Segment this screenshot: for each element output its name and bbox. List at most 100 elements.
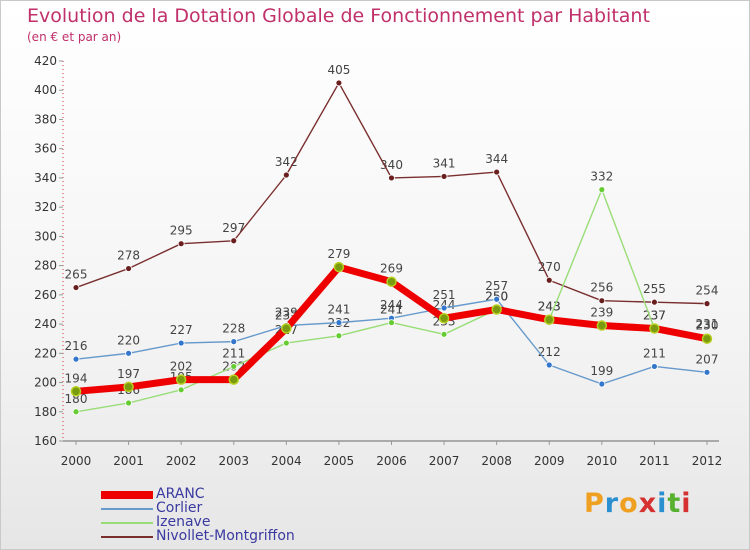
data-value-label: 216 xyxy=(65,339,88,353)
data-value-label: 340 xyxy=(380,158,403,172)
legend-swatch xyxy=(101,522,153,524)
data-point xyxy=(70,386,82,397)
data-value-label: 295 xyxy=(170,224,193,238)
data-value-label: 244 xyxy=(380,298,403,312)
proxiti-logo: Proxiti xyxy=(584,488,692,519)
data-value-label: 278 xyxy=(117,249,140,263)
data-point xyxy=(125,265,132,272)
data-value-label: 256 xyxy=(590,281,613,295)
data-point xyxy=(545,361,553,369)
data-point xyxy=(701,333,713,344)
data-point xyxy=(335,332,343,340)
x-tick-label: 2010 xyxy=(587,454,618,468)
data-value-label: 197 xyxy=(117,367,140,381)
x-tick-label: 2011 xyxy=(639,454,670,468)
data-point xyxy=(72,355,80,363)
y-tick-label: 260 xyxy=(34,288,57,302)
legend-label: Corlier xyxy=(156,500,203,516)
data-value-label: 332 xyxy=(590,170,613,184)
data-point xyxy=(230,338,238,346)
x-tick-label: 2012 xyxy=(692,454,723,468)
x-tick-label: 2008 xyxy=(481,454,512,468)
data-point xyxy=(333,261,345,273)
data-value-label: 230 xyxy=(696,319,719,333)
x-tick-label: 2009 xyxy=(534,454,565,468)
data-point xyxy=(598,380,606,388)
data-value-label: 279 xyxy=(327,247,350,261)
data-value-label: 194 xyxy=(65,371,88,385)
data-point xyxy=(281,323,292,334)
data-value-label: 270 xyxy=(538,260,561,274)
y-tick-label: 280 xyxy=(34,259,57,273)
data-point xyxy=(230,237,238,245)
data-point xyxy=(703,368,711,376)
data-point xyxy=(440,173,448,180)
data-value-label: 212 xyxy=(538,345,561,359)
data-point xyxy=(651,363,658,370)
data-value-label: 255 xyxy=(643,282,666,296)
data-point xyxy=(175,374,187,385)
data-point xyxy=(125,349,132,357)
axes: 160 180 200 220 240 260 280 300 320 340 360 380 400 4… xyxy=(34,54,722,468)
data-point xyxy=(491,304,502,315)
data-value-label: 257 xyxy=(485,279,508,293)
data-value-label: 243 xyxy=(538,300,561,314)
legend-label: Izenave xyxy=(156,514,211,530)
y-tick-label: 220 xyxy=(34,346,57,360)
x-tick-label: 2005 xyxy=(324,454,355,468)
logo-letter: o xyxy=(619,488,639,519)
data-value-label: 344 xyxy=(485,152,508,166)
logo-letter: P xyxy=(584,488,605,519)
y-tick-label: 380 xyxy=(34,112,57,126)
data-value-label: 239 xyxy=(275,306,298,320)
data-point xyxy=(388,319,395,327)
data-value-label: 239 xyxy=(590,306,613,320)
data-point xyxy=(438,312,450,324)
data-point xyxy=(440,330,448,338)
data-value-label: 243 xyxy=(538,300,561,314)
data-point xyxy=(596,320,608,331)
data-point xyxy=(72,408,80,416)
data-point xyxy=(651,298,658,306)
data-point xyxy=(72,284,80,291)
x-tick-label: 2000 xyxy=(61,454,92,468)
y-tick-label: 320 xyxy=(34,200,57,214)
data-value-label: 297 xyxy=(222,221,245,235)
x-tick-label: 2003 xyxy=(218,454,249,468)
y-tick-label: 200 xyxy=(34,376,57,390)
data-point xyxy=(493,168,501,176)
logo-letter: i xyxy=(657,488,668,519)
data-value-label: 180 xyxy=(65,392,88,406)
data-value-label: 269 xyxy=(380,262,403,276)
data-point xyxy=(228,374,239,385)
x-tick-label: 2006 xyxy=(376,454,407,468)
data-point xyxy=(545,276,553,284)
data-value-label: 199 xyxy=(590,364,613,378)
legend-label: Nivollet-Montgriffon xyxy=(156,528,295,544)
legend-swatch xyxy=(101,508,153,510)
data-point xyxy=(335,79,343,87)
data-point xyxy=(335,319,343,327)
y-tick-label: 180 xyxy=(34,405,57,419)
data-point xyxy=(703,300,711,308)
series-markers xyxy=(70,79,713,416)
data-point xyxy=(282,171,290,179)
data-point xyxy=(440,304,448,312)
data-point xyxy=(649,323,660,334)
data-value-label: 211 xyxy=(222,346,245,360)
x-tick-label: 2007 xyxy=(429,454,460,468)
logo-letter: t xyxy=(667,488,682,519)
data-point xyxy=(230,363,238,370)
data-value-label: 231 xyxy=(696,317,719,331)
data-value-label: 265 xyxy=(65,268,88,282)
x-tick-label: 2002 xyxy=(166,454,197,468)
data-value-label: 228 xyxy=(222,322,245,336)
legend-swatch xyxy=(101,491,153,499)
logo-letter: i xyxy=(681,488,692,519)
data-value-label: 237 xyxy=(643,308,666,322)
data-value-label: 241 xyxy=(380,303,403,317)
data-point xyxy=(125,399,132,407)
